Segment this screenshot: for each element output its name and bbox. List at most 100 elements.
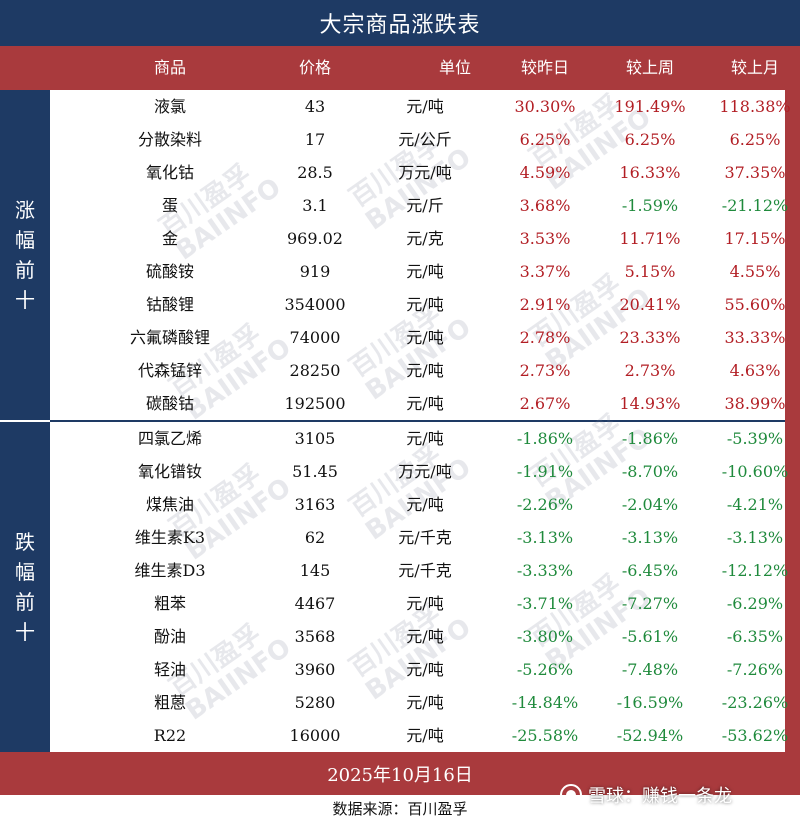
week-change: -5.61% <box>621 627 679 646</box>
commodity-name: 轻油 <box>153 660 186 679</box>
table-row: 硫酸铵 919 元/吨 3.37% 5.15% 4.55% <box>50 255 785 288</box>
credit-watermark: 雪球：赚钱一条龙 <box>560 780 790 810</box>
day-change: 2.67% <box>519 394 571 413</box>
gainers-label-char: 前 <box>15 258 35 282</box>
losers-label-char: 幅 <box>15 560 35 584</box>
price-value: 3.1 <box>302 196 328 215</box>
day-change: 4.59% <box>519 163 571 182</box>
week-change: 191.49% <box>614 97 686 116</box>
month-change: -6.35% <box>726 627 784 646</box>
unit-value: 元/千克 <box>398 528 452 547</box>
table-row: 六氟磷酸锂 74000 元/吨 2.78% 23.33% 33.33% <box>50 321 786 354</box>
price-value: 4467 <box>294 594 336 613</box>
header-day-change: 较昨日 <box>520 58 569 77</box>
month-change: 6.25% <box>729 130 781 149</box>
commodity-name: 代森锰锌 <box>137 361 202 380</box>
price-value: 969.02 <box>287 229 343 248</box>
unit-value: 元/吨 <box>406 295 444 314</box>
month-change: -4.21% <box>726 495 784 514</box>
table-row: 轻油 3960 元/吨 -5.26% -7.48% -7.26% <box>50 653 785 686</box>
commodity-name: 液氯 <box>153 97 186 116</box>
week-change: 6.25% <box>624 130 676 149</box>
table-row: 维生素K3 62 元/千克 -3.13% -3.13% -3.13% <box>50 521 785 554</box>
price-value: 192500 <box>284 394 346 413</box>
month-change: -7.26% <box>726 660 784 679</box>
unit-value: 元/吨 <box>406 429 444 448</box>
month-change: 17.15% <box>724 229 786 248</box>
unit-value: 元/吨 <box>406 660 444 679</box>
week-change: -7.27% <box>621 594 679 613</box>
month-change: -21.12% <box>721 196 789 215</box>
table-row: 四氯乙烯 3105 元/吨 -1.86% -1.86% -5.39% <box>50 422 785 455</box>
header-unit: 单位 <box>438 58 471 77</box>
price-value: 3163 <box>294 495 336 514</box>
price-value: 43 <box>304 97 326 116</box>
price-value: 62 <box>304 528 326 547</box>
day-change: 3.37% <box>519 262 571 281</box>
price-value: 28.5 <box>297 163 333 182</box>
price-value: 16000 <box>289 726 341 745</box>
price-value: 17 <box>304 130 326 149</box>
unit-value: 元/吨 <box>406 594 444 613</box>
table-row: 氧化钴 28.5 万元/吨 4.59% 16.33% 37.35% <box>50 156 786 189</box>
header-month-change: 较上月 <box>730 58 779 77</box>
commodity-name: 碳酸钴 <box>145 394 194 413</box>
unit-value: 元/克 <box>406 229 444 248</box>
day-change: -5.26% <box>516 660 574 679</box>
commodity-name: 钴酸锂 <box>145 295 194 314</box>
gainers-label-char: 幅 <box>15 228 35 252</box>
snowball-logo-icon <box>560 784 582 806</box>
week-change: -1.59% <box>621 196 679 215</box>
commodity-name: 分散染料 <box>137 130 202 149</box>
table-row: 氧化镨钕 51.45 万元/吨 -1.91% -8.70% -10.60% <box>50 455 788 488</box>
table-row: 液氯 43 元/吨 30.30% 191.49% 118.38% <box>50 90 791 123</box>
commodity-name: 金 <box>161 229 178 248</box>
week-change: -52.94% <box>616 726 684 745</box>
week-change: 14.93% <box>619 394 681 413</box>
table-row: 维生素D3 145 元/千克 -3.33% -6.45% -12.12% <box>50 554 788 587</box>
day-change: 30.30% <box>514 97 576 116</box>
data-source: 数据来源：百川盈孚 <box>332 799 468 818</box>
table-header: 商品 价格 单位 较昨日 较上周 较上月 <box>0 46 800 90</box>
table-row: 分散染料 17 元/公斤 6.25% 6.25% 6.25% <box>50 123 785 156</box>
month-change: -53.62% <box>721 726 789 745</box>
gainers-label-char: 涨 <box>15 198 35 222</box>
price-value: 51.45 <box>292 462 338 481</box>
week-change: -2.04% <box>621 495 679 514</box>
price-value: 919 <box>299 262 331 281</box>
day-change: -25.58% <box>511 726 579 745</box>
table-row: 钴酸锂 354000 元/吨 2.91% 20.41% 55.60% <box>50 288 786 321</box>
page-title: 大宗商品涨跌表 <box>0 0 800 46</box>
commodity-name: 氧化钴 <box>145 163 194 182</box>
day-change: 2.91% <box>519 295 571 314</box>
unit-value: 万元/吨 <box>398 462 452 481</box>
month-change: 4.55% <box>729 262 781 281</box>
month-change: -3.13% <box>726 528 784 547</box>
unit-value: 元/吨 <box>406 693 444 712</box>
month-change: 33.33% <box>724 328 786 347</box>
commodity-name: R22 <box>153 726 187 745</box>
week-change: -7.48% <box>621 660 679 679</box>
day-change: 2.73% <box>519 361 571 380</box>
table-row: 碳酸钴 192500 元/吨 2.67% 14.93% 38.99% <box>50 387 786 420</box>
week-change: 11.71% <box>619 229 681 248</box>
commodity-name: 蛋 <box>161 196 178 215</box>
day-change: -3.13% <box>516 528 574 547</box>
price-value: 3960 <box>294 660 336 679</box>
week-change: 20.41% <box>619 295 681 314</box>
price-value: 3568 <box>294 627 336 646</box>
month-change: 38.99% <box>724 394 786 413</box>
week-change: 23.33% <box>619 328 681 347</box>
commodity-name: 硫酸铵 <box>145 262 194 281</box>
commodity-name: 维生素D3 <box>134 561 206 580</box>
table-row: 煤焦油 3163 元/吨 -2.26% -2.04% -4.21% <box>50 488 785 521</box>
day-change: 6.25% <box>519 130 571 149</box>
section-divider <box>50 420 785 422</box>
week-change: -1.86% <box>621 429 679 448</box>
month-change: -10.60% <box>721 462 789 481</box>
unit-value: 元/千克 <box>398 561 452 580</box>
credit-text: 雪球：赚钱一条龙 <box>588 786 732 807</box>
losers-label-char: 跌 <box>15 530 35 554</box>
price-value: 28250 <box>289 361 341 380</box>
day-change: 2.78% <box>519 328 571 347</box>
